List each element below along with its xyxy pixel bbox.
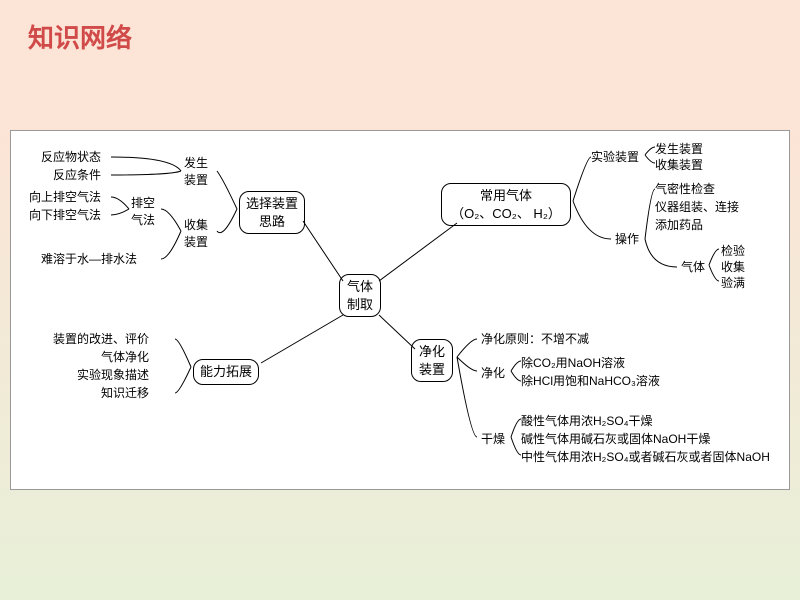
label-ganzao-2: 中性气体用浓H₂SO₄或者碱石灰或者固体NaOH [521, 449, 770, 466]
node-select: 选择装置思路 [239, 191, 305, 234]
node-purify: 净化装置 [411, 339, 453, 382]
label-ability-2: 实验现象描述 [77, 367, 149, 384]
node-common: 常用气体（O₂、CO₂、 H₂） [441, 183, 571, 226]
label-qiti: 气体 [681, 259, 705, 276]
label-shiyan-1: 收集装置 [655, 157, 703, 174]
label-fasheng-item1: 反应条件 [53, 167, 101, 184]
page-header: 知识网络 [0, 0, 800, 73]
diagram-panel: 气体制取 选择装置思路 常用气体（O₂、CO₂、 H₂） 能力拓展 净化装置 发… [10, 130, 790, 490]
label-paishuifa: 难溶于水—排水法 [41, 251, 137, 268]
label-ganzao-0: 酸性气体用浓H₂SO₄干燥 [521, 413, 653, 430]
label-ability-3: 知识迁移 [101, 385, 149, 402]
label-qiti-2: 验满 [721, 275, 745, 292]
label-ability-1: 气体净化 [101, 349, 149, 366]
label-fasheng: 发生装置 [184, 155, 208, 190]
label-shouji: 收集装置 [184, 217, 208, 252]
label-jinghua-1: 除HCl用饱和NaHCO₃溶液 [521, 373, 660, 390]
label-ganzao-1: 碱性气体用碱石灰或固体NaOH干燥 [521, 431, 710, 448]
label-ganzao: 干燥 [481, 431, 505, 448]
node-center: 气体制取 [339, 274, 381, 317]
label-principle: 净化原则：不增不减 [481, 331, 589, 348]
label-paikong: 排空气法 [131, 195, 155, 230]
label-fasheng-item0: 反应物状态 [41, 149, 101, 166]
page-title: 知识网络 [28, 18, 800, 55]
label-jinghua: 净化 [481, 365, 505, 382]
label-caozuo: 操作 [615, 231, 639, 248]
label-shiyan: 实验装置 [591, 149, 639, 166]
node-ability: 能力拓展 [193, 359, 259, 385]
label-ability-0: 装置的改进、评价 [53, 331, 149, 348]
label-caozuo-2: 添加药品 [655, 217, 703, 234]
label-qiti-1: 收集 [721, 259, 745, 276]
label-jinghua-0: 除CO₂用NaOH溶液 [521, 355, 625, 372]
label-paikong-item0: 向上排空气法 [29, 189, 101, 206]
label-caozuo-0: 气密性检查 [655, 181, 715, 198]
label-paikong-item1: 向下排空气法 [29, 207, 101, 224]
label-shiyan-0: 发生装置 [655, 141, 703, 158]
label-qiti-0: 检验 [721, 243, 745, 260]
label-caozuo-1: 仪器组装、连接 [655, 199, 739, 216]
